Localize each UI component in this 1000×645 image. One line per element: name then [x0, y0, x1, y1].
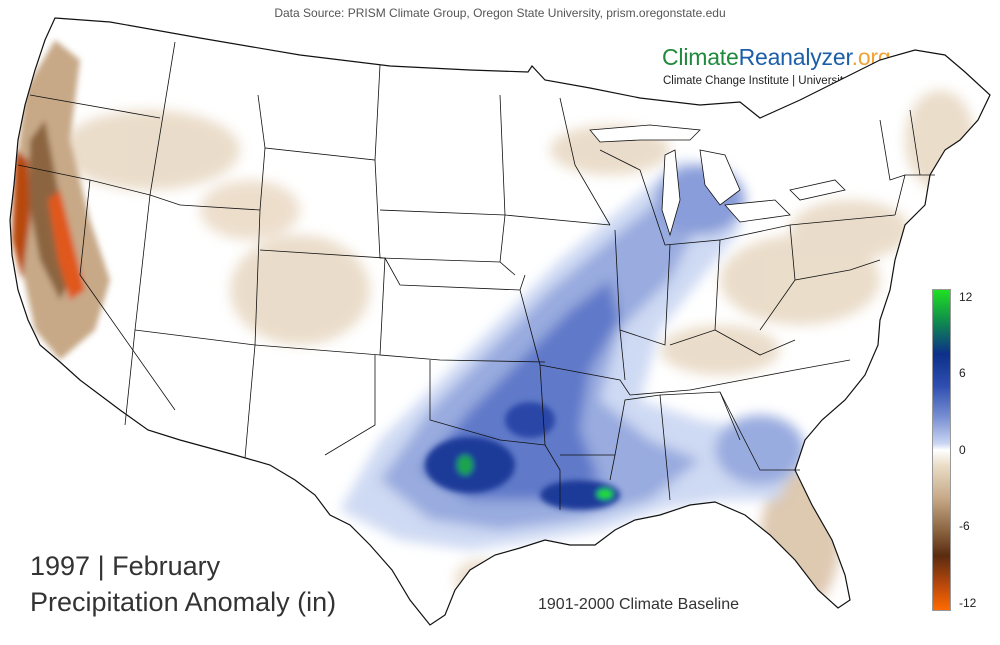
colorbar-tick-neg12: -12 [959, 596, 977, 610]
colorbar-tick-12: 12 [959, 290, 973, 304]
state-boundaries [9, 17, 991, 626]
colorbar-legend [932, 289, 951, 611]
great-lakes [589, 124, 846, 237]
map-title-variable: Precipitation Anomaly (in) [30, 587, 337, 617]
colorbar-tick-6: 6 [959, 366, 966, 380]
colorbar-tick-0: 0 [959, 443, 966, 457]
climate-baseline-label: 1901-2000 Climate Baseline [538, 596, 740, 613]
data-source-credit: Data Source: PRISM Climate Group, Oregon… [274, 6, 726, 20]
climate-reanalyzer-logo[interactable]: ClimateReanalyzer.org [662, 44, 891, 71]
map-title-date: 1997 | February [30, 551, 221, 581]
colorbar-tick-neg6: -6 [959, 519, 970, 533]
brand-climate-text: Climate [662, 44, 739, 70]
brand-reanalyzer-text: Reanalyzer [738, 44, 852, 70]
